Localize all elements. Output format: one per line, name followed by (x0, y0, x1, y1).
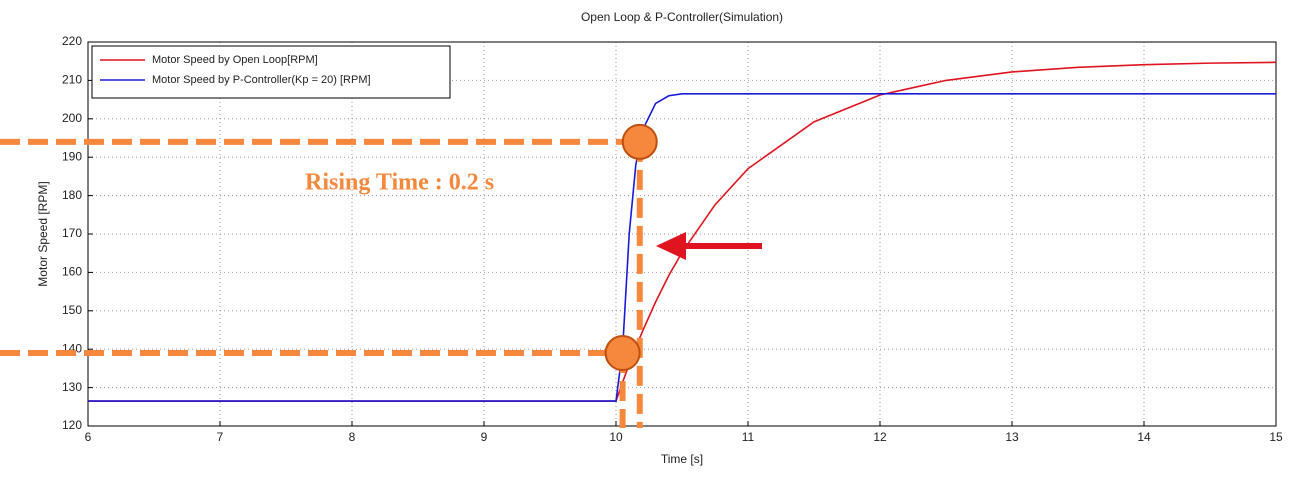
y-tick-label: 150 (62, 303, 82, 317)
x-tick-label: 12 (873, 430, 887, 444)
marker (604, 335, 641, 372)
y-tick-label: 180 (62, 188, 82, 202)
legend-box (91, 45, 451, 99)
legend-label: Motor Speed by P-Controller(Kp = 20) [RP… (152, 74, 371, 86)
y-tick-label: 220 (62, 34, 82, 48)
y-tick-label: 200 (62, 111, 82, 125)
y-tick-label: 160 (62, 265, 82, 279)
x-tick-label: 13 (1005, 430, 1019, 444)
x-tick-label: 9 (481, 430, 488, 444)
x-tick-label: 15 (1269, 430, 1283, 444)
x-tick-label: 14 (1137, 430, 1151, 444)
x-axis-label: Time [s] (661, 452, 703, 466)
annotation: Rising Time : 0.2 s (305, 170, 494, 196)
y-axis-label: Motor Speed [RPM] (36, 181, 50, 286)
legend-label: Motor Speed by Open Loop[RPM] (152, 54, 318, 66)
x-tick-label: 11 (742, 430, 755, 444)
arrow-head (656, 232, 686, 260)
x-tick-label: 7 (217, 430, 224, 444)
x-tick-label: 6 (85, 430, 92, 444)
data-line (88, 93, 1276, 402)
y-tick-label: 190 (62, 149, 82, 163)
y-tick-label: 170 (62, 226, 82, 240)
y-tick-label: 120 (62, 418, 82, 432)
marker (621, 123, 658, 160)
y-tick-label: 130 (62, 380, 82, 394)
chart-title: Open Loop & P-Controller(Simulation) (581, 10, 783, 24)
y-tick-label: 210 (62, 73, 82, 87)
x-tick-label: 8 (349, 430, 356, 444)
legend: Motor Speed by Open Loop[RPM] Motor Speed… (91, 45, 451, 99)
x-tick-label: 10 (609, 430, 623, 444)
plot-frame (87, 41, 1277, 427)
